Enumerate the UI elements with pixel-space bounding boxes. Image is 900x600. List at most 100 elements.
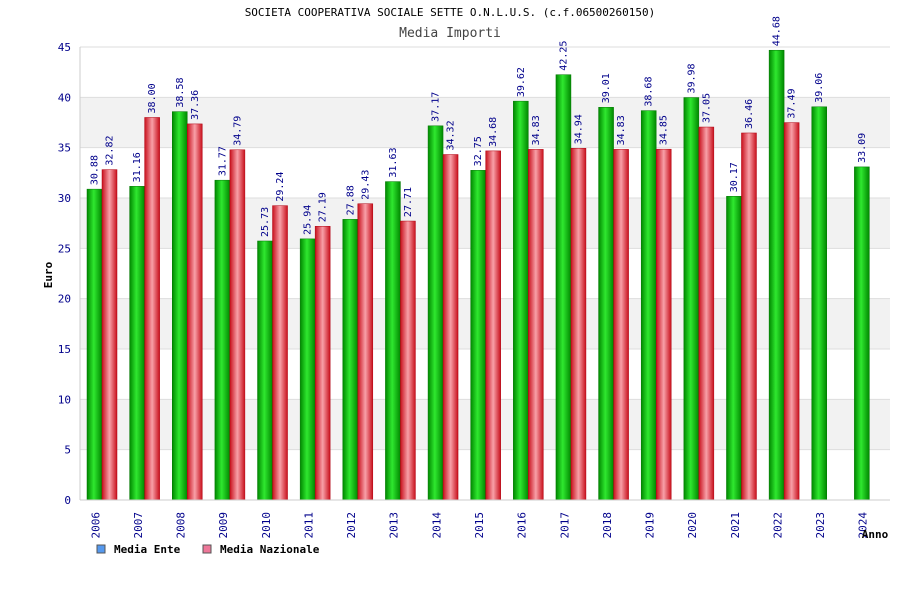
- bar-media-nazionale-2008: [187, 123, 203, 501]
- bar-media-ente-2008: [172, 111, 188, 501]
- y-tick-label: 25: [58, 242, 71, 255]
- bar-media-ente-2019: [640, 110, 657, 501]
- bar-media-ente-2018: [598, 107, 614, 501]
- data-label: 32.75: [473, 136, 484, 166]
- bar-media-nazionale-2016: [528, 149, 544, 501]
- x-ticks: 2006 2007 2008 2009 2010 2011 2012 2013 2014 2015…: [89, 512, 869, 539]
- bar-media-ente-2009: [214, 179, 231, 501]
- y-ticks: 0 5 10 15 20 25 30 35 40 45: [58, 41, 71, 507]
- data-label: 31.63: [388, 147, 399, 177]
- x-tick-label: 2008: [175, 512, 188, 539]
- data-label: 39.01: [601, 73, 612, 103]
- bar-media-nazionale-2020: [698, 126, 715, 501]
- bar-media-nazionale-2021: [741, 132, 757, 501]
- x-tick-label: 2023: [814, 512, 827, 539]
- data-label: 25.94: [303, 205, 314, 235]
- x-tick-label: 2015: [473, 512, 486, 539]
- bar-media-ente-2021: [726, 196, 742, 501]
- bars: [86, 49, 870, 501]
- x-tick-label: 2009: [217, 512, 230, 539]
- data-label: 34.79: [232, 116, 243, 146]
- y-axis-label: Euro: [42, 261, 55, 288]
- bar-media-nazionale-2017: [570, 148, 587, 501]
- data-label: 34.94: [573, 114, 584, 144]
- data-label: 34.68: [488, 117, 499, 147]
- data-label: 37.17: [431, 92, 442, 122]
- data-label: 34.32: [446, 120, 457, 150]
- data-label: 32.82: [105, 136, 116, 166]
- bar-media-ente-2024: [854, 166, 870, 501]
- data-label: 27.71: [403, 187, 414, 217]
- data-label: 44.68: [772, 16, 783, 46]
- bar-media-nazionale-2009: [229, 149, 246, 501]
- data-label: 34.85: [659, 115, 670, 145]
- data-label: 42.25: [558, 41, 569, 71]
- y-tick-label: 40: [58, 91, 71, 104]
- y-tick-label: 0: [64, 494, 71, 507]
- legend-label-media-ente: Media Ente: [114, 543, 181, 556]
- x-tick-label: 2007: [132, 512, 145, 539]
- data-label: 34.83: [531, 115, 542, 145]
- bar-media-nazionale-2014: [442, 154, 459, 501]
- bar-media-nazionale-2007: [144, 117, 160, 501]
- data-label: 37.36: [190, 90, 201, 120]
- y-tick-label: 15: [58, 343, 71, 356]
- data-label: 38.68: [644, 77, 655, 107]
- data-label: 31.77: [217, 146, 228, 176]
- bar-media-ente-2023: [811, 106, 827, 501]
- x-tick-label: 2006: [89, 512, 102, 539]
- bar-media-ente-2012: [342, 219, 359, 501]
- bar-media-nazionale-2022: [783, 122, 800, 501]
- bar-media-nazionale-2013: [400, 220, 416, 501]
- data-label: 31.16: [132, 152, 143, 182]
- bar-media-ente-2022: [768, 49, 785, 501]
- bar-media-ente-2007: [129, 186, 145, 501]
- bar-media-nazionale-2010: [272, 205, 288, 501]
- chart-subtitle: Media Importi: [399, 26, 501, 41]
- x-tick-label: 2022: [771, 512, 784, 539]
- data-label: 37.05: [701, 93, 712, 123]
- legend-swatch-media-nazionale: [202, 544, 212, 554]
- legend: Media Ente Media Nazionale: [96, 543, 320, 556]
- bar-media-ente-2020: [683, 97, 700, 501]
- x-tick-label: 2013: [388, 512, 401, 539]
- data-label: 29.43: [360, 170, 371, 200]
- x-tick-label: 2014: [430, 512, 443, 539]
- data-label: 33.09: [857, 133, 868, 163]
- x-tick-label: 2021: [729, 512, 742, 539]
- bar-media-ente-2015: [470, 170, 486, 501]
- data-label: 29.24: [275, 172, 286, 202]
- bar-media-nazionale-2012: [357, 203, 374, 501]
- bar-media-ente-2010: [257, 240, 273, 501]
- data-label: 39.62: [516, 67, 527, 97]
- bar-media-nazionale-2015: [485, 150, 501, 501]
- bar-media-ente-2014: [427, 125, 444, 501]
- axes: [79, 47, 890, 501]
- data-label: 25.73: [260, 207, 271, 237]
- chart-title: SOCIETA COOPERATIVA SOCIALE SETTE O.N.L.…: [245, 6, 656, 19]
- y-tick-label: 20: [58, 293, 71, 306]
- x-tick-label: 2010: [260, 512, 273, 539]
- bar-media-ente-2013: [385, 181, 401, 501]
- y-tick-label: 35: [58, 142, 71, 155]
- data-label: 30.88: [90, 155, 101, 185]
- x-tick-label: 2019: [644, 512, 657, 539]
- y-tick-label: 30: [58, 192, 71, 205]
- x-tick-label: 2017: [558, 512, 571, 539]
- x-axis-label: Anno: [862, 528, 889, 541]
- data-label: 37.49: [787, 88, 798, 118]
- bar-media-nazionale-2019: [655, 148, 672, 501]
- legend-label-media-nazionale: Media Nazionale: [220, 543, 320, 556]
- x-tick-label: 2011: [302, 512, 315, 539]
- data-label: 36.46: [744, 99, 755, 129]
- bar-media-ente-2011: [299, 238, 316, 501]
- y-tick-label: 45: [58, 41, 71, 54]
- legend-swatch-media-ente: [96, 544, 106, 554]
- data-label: 27.19: [318, 192, 329, 222]
- data-label: 39.98: [686, 63, 697, 93]
- bar-media-ente-2017: [555, 74, 572, 501]
- data-labels: 30.88 32.82 31.16 38.00 38.58 37.36 31.77 34.79…: [90, 16, 868, 237]
- x-tick-label: 2016: [516, 512, 529, 539]
- y-tick-label: 5: [64, 444, 71, 457]
